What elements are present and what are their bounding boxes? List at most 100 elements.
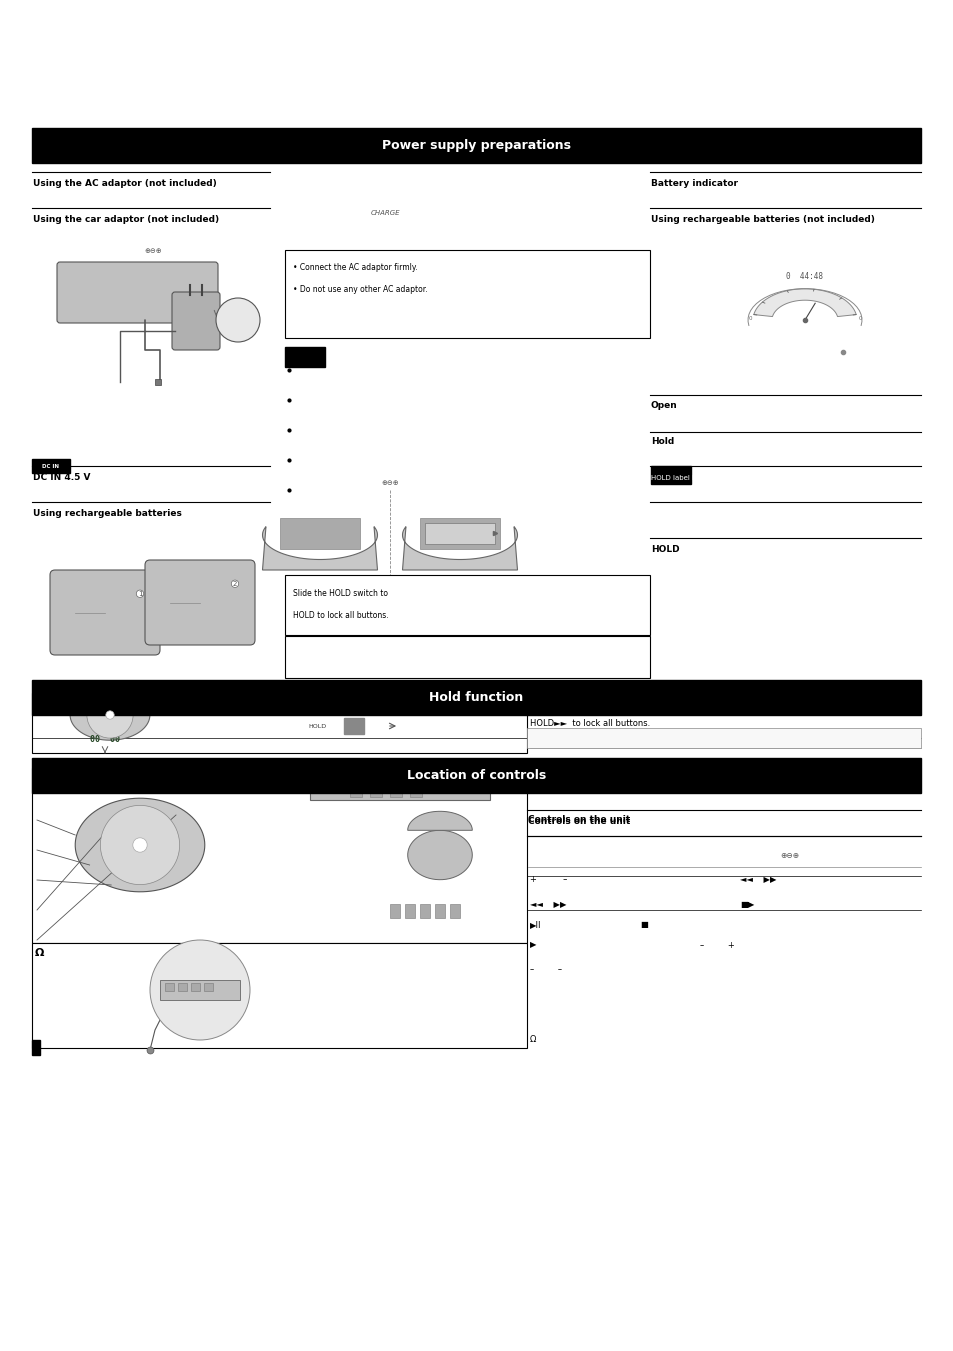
Bar — [32, 758, 920, 793]
Text: 1: 1 — [137, 590, 142, 597]
Text: HOLD: HOLD — [650, 544, 679, 554]
Text: HOLD to lock all buttons.: HOLD to lock all buttons. — [293, 611, 388, 620]
Polygon shape — [402, 527, 517, 570]
Bar — [390, 788, 401, 797]
Text: –         +: – + — [700, 940, 734, 950]
FancyBboxPatch shape — [64, 728, 147, 750]
Text: HOLD►►  to lock all buttons.: HOLD►► to lock all buttons. — [530, 719, 650, 727]
Bar — [204, 984, 213, 992]
Bar — [350, 788, 361, 797]
Text: Slide the HOLD switch to: Slide the HOLD switch to — [293, 589, 388, 597]
Text: 0: 0 — [858, 316, 861, 322]
Bar — [285, 250, 649, 338]
Text: Open: Open — [650, 400, 677, 409]
Text: DC IN: DC IN — [43, 463, 59, 469]
Bar — [650, 466, 690, 484]
Bar — [191, 984, 200, 992]
Text: 0: 0 — [747, 316, 751, 322]
Text: Controls on the unit: Controls on the unit — [527, 816, 630, 825]
Bar — [165, 984, 173, 992]
Bar — [419, 904, 430, 917]
Text: ▶: ▶ — [530, 940, 536, 950]
FancyBboxPatch shape — [50, 570, 160, 655]
Text: Using the AC adaptor (not included): Using the AC adaptor (not included) — [33, 178, 216, 188]
FancyBboxPatch shape — [294, 715, 386, 738]
Text: Hold: Hold — [650, 436, 674, 446]
Bar — [405, 904, 415, 917]
Text: Battery indicator: Battery indicator — [650, 178, 738, 188]
Text: ▶II: ▶II — [530, 920, 541, 929]
Bar — [435, 904, 444, 917]
Bar — [32, 693, 526, 753]
Bar — [32, 943, 526, 1048]
FancyBboxPatch shape — [145, 561, 254, 644]
Text: ◄◄    ▶▶: ◄◄ ▶▶ — [740, 875, 776, 885]
Circle shape — [150, 940, 250, 1040]
Text: HOLD►               ►Ⅱ: HOLD► ►Ⅱ — [530, 734, 610, 743]
Text: Using rechargeable batteries: Using rechargeable batteries — [33, 508, 182, 517]
Bar — [32, 680, 920, 715]
Circle shape — [132, 838, 147, 852]
Text: Slide the HOLD switch to: Slide the HOLD switch to — [530, 705, 634, 715]
Text: Using the car adaptor (not included): Using the car adaptor (not included) — [33, 215, 219, 223]
Bar — [450, 904, 459, 917]
FancyBboxPatch shape — [172, 292, 220, 350]
Circle shape — [100, 805, 179, 885]
Text: 00  00: 00 00 — [90, 735, 120, 743]
Bar — [344, 717, 364, 734]
Text: Hold function: Hold function — [429, 690, 523, 704]
Polygon shape — [753, 289, 855, 316]
Text: Ω: Ω — [35, 948, 45, 958]
Bar — [178, 984, 187, 992]
Bar — [32, 459, 70, 473]
Text: HOLD: HOLD — [308, 724, 326, 728]
Text: ⊕⊖⊕: ⊕⊖⊕ — [144, 249, 162, 254]
Text: HOLD label here: HOLD label here — [650, 476, 707, 481]
Bar — [419, 517, 499, 549]
Bar — [32, 128, 920, 163]
Text: Using rechargeable batteries (not included): Using rechargeable batteries (not includ… — [650, 215, 874, 223]
Text: CHARGE: CHARGE — [370, 209, 399, 216]
Polygon shape — [160, 979, 240, 1000]
Text: 0  44:48: 0 44:48 — [785, 273, 822, 281]
FancyBboxPatch shape — [377, 898, 497, 924]
Bar — [424, 523, 495, 544]
Text: ■: ■ — [639, 920, 647, 929]
Text: ■▶: ■▶ — [740, 901, 754, 909]
Circle shape — [106, 711, 114, 719]
Bar — [285, 636, 649, 678]
Bar — [32, 767, 526, 943]
Text: ⊕⊖⊕: ⊕⊖⊕ — [381, 480, 398, 486]
Text: HOLD►►: HOLD►► — [530, 693, 563, 703]
Polygon shape — [407, 812, 472, 831]
Polygon shape — [75, 798, 205, 892]
Polygon shape — [71, 690, 150, 740]
Bar — [390, 904, 399, 917]
Polygon shape — [310, 785, 490, 800]
Bar — [370, 788, 381, 797]
Text: • Connect the AC adaptor firmly.: • Connect the AC adaptor firmly. — [293, 263, 417, 273]
Text: 2: 2 — [233, 581, 237, 586]
Circle shape — [215, 299, 260, 342]
Circle shape — [87, 692, 133, 738]
Text: Power supply preparations: Power supply preparations — [381, 139, 571, 153]
Polygon shape — [407, 831, 472, 880]
Text: All buttons are locked except volume buttons.: All buttons are locked except volume but… — [535, 735, 679, 740]
Text: ⊕⊖⊕: ⊕⊖⊕ — [780, 851, 799, 861]
Text: –         –: – – — [530, 966, 561, 974]
Text: Location of controls: Location of controls — [406, 769, 545, 782]
Bar — [285, 576, 649, 635]
Text: ◄◄    ▶▶: ◄◄ ▶▶ — [530, 901, 566, 909]
Bar — [285, 347, 325, 367]
Text: +          –: + – — [530, 875, 567, 885]
FancyBboxPatch shape — [57, 262, 218, 323]
Bar — [526, 728, 920, 748]
Text: Controls on the unit: Controls on the unit — [527, 816, 630, 824]
Bar — [32, 1040, 40, 1055]
Bar — [410, 788, 421, 797]
Bar — [279, 517, 360, 549]
Polygon shape — [262, 527, 377, 570]
Text: Ω: Ω — [530, 1035, 536, 1044]
Text: DC IN 4.5 V: DC IN 4.5 V — [33, 473, 91, 481]
Text: • Do not use any other AC adaptor.: • Do not use any other AC adaptor. — [293, 285, 427, 295]
